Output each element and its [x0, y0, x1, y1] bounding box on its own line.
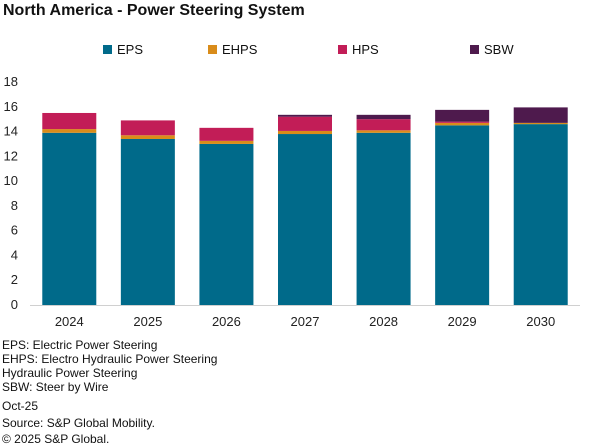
y-tick-label: 18	[4, 74, 18, 89]
bar-sbw-2029	[435, 109, 490, 122]
legend-swatch-ehps	[208, 45, 217, 54]
date-label: Oct-25	[2, 399, 39, 413]
legend-item-eps: EPS	[103, 42, 143, 57]
bar-ehps-2025	[120, 135, 175, 139]
note-sbw: SBW: Steer by Wire	[2, 380, 109, 394]
bar-ehps-2024	[42, 129, 97, 133]
bar-eps-2027	[278, 134, 332, 305]
bar-ehps-2028	[356, 130, 411, 133]
bar-hps-2029	[435, 121, 490, 123]
x-tick-label: 2025	[133, 314, 162, 329]
bar-eps-2024	[42, 132, 97, 305]
legend-item-hps: HPS	[338, 42, 379, 57]
bar-ehps-2030	[513, 122, 568, 125]
y-tick-label: 6	[11, 223, 18, 238]
legend-swatch-hps	[338, 45, 347, 54]
y-tick-label: 12	[4, 148, 18, 163]
bar-eps-2030	[513, 124, 568, 305]
bar-ehps-2029	[435, 122, 490, 126]
stacked-bar-chart: 0 2 4 6 8 10 12 14 16 18 2024 2025 2026 2027 2028 2029 2…	[4, 74, 580, 329]
bar-eps-2029	[435, 125, 490, 305]
legend-item-sbw: SBW	[470, 42, 514, 57]
bar-eps-2028	[356, 132, 411, 305]
x-tick-label: 2026	[212, 314, 241, 329]
legend-label-eps: EPS	[117, 42, 144, 57]
bar-hps-2024	[42, 112, 97, 130]
source-label: Source: S&P Global Mobility.	[2, 416, 155, 430]
y-tick-label: 4	[11, 247, 18, 262]
note-ehps: EHPS: Electro Hydraulic Power Steering	[2, 352, 218, 366]
y-tick-label: 14	[4, 124, 18, 139]
bar-sbw-2027	[278, 114, 332, 117]
y-tick-label: 16	[4, 99, 18, 114]
bar-ehps-2027	[278, 130, 332, 135]
legend-label-hps: HPS	[352, 42, 379, 57]
y-tick-label: 2	[11, 272, 18, 287]
bar-hps-2027	[278, 116, 332, 131]
note-hps: Hydraulic Power Steering	[2, 366, 138, 380]
bar-eps-2025	[120, 138, 175, 305]
bar-hps-2025	[120, 120, 175, 136]
bar-sbw-2030	[513, 107, 568, 123]
legend-item-ehps: EHPS	[208, 42, 257, 57]
x-tick-label: 2024	[55, 314, 84, 329]
legend-swatch-sbw	[470, 45, 479, 54]
y-tick-label: 8	[11, 198, 18, 213]
bar-ehps-2026	[199, 140, 254, 144]
bar-hps-2026	[199, 127, 254, 141]
chart-title: North America - Power Steering System	[3, 2, 305, 19]
y-tick-label: 10	[4, 173, 18, 188]
bar-hps-2028	[356, 119, 411, 131]
abbreviation-notes: EPS: Electric Power Steering EHPS: Elect…	[2, 338, 217, 394]
x-tick-label: 2028	[369, 314, 398, 329]
legend-label-ehps: EHPS	[222, 42, 258, 57]
legend-swatch-eps	[103, 45, 112, 54]
note-eps: EPS: Electric Power Steering	[2, 338, 158, 352]
bar-eps-2026	[199, 143, 254, 305]
y-tick-label: 0	[11, 297, 18, 312]
x-tick-label: 2030	[526, 314, 555, 329]
legend-label-sbw: SBW	[484, 42, 514, 57]
x-tick-label: 2029	[448, 314, 477, 329]
copyright-label: © 2025 S&P Global.	[2, 432, 110, 446]
bar-sbw-2028	[356, 114, 411, 120]
x-tick-label: 2027	[291, 314, 320, 329]
